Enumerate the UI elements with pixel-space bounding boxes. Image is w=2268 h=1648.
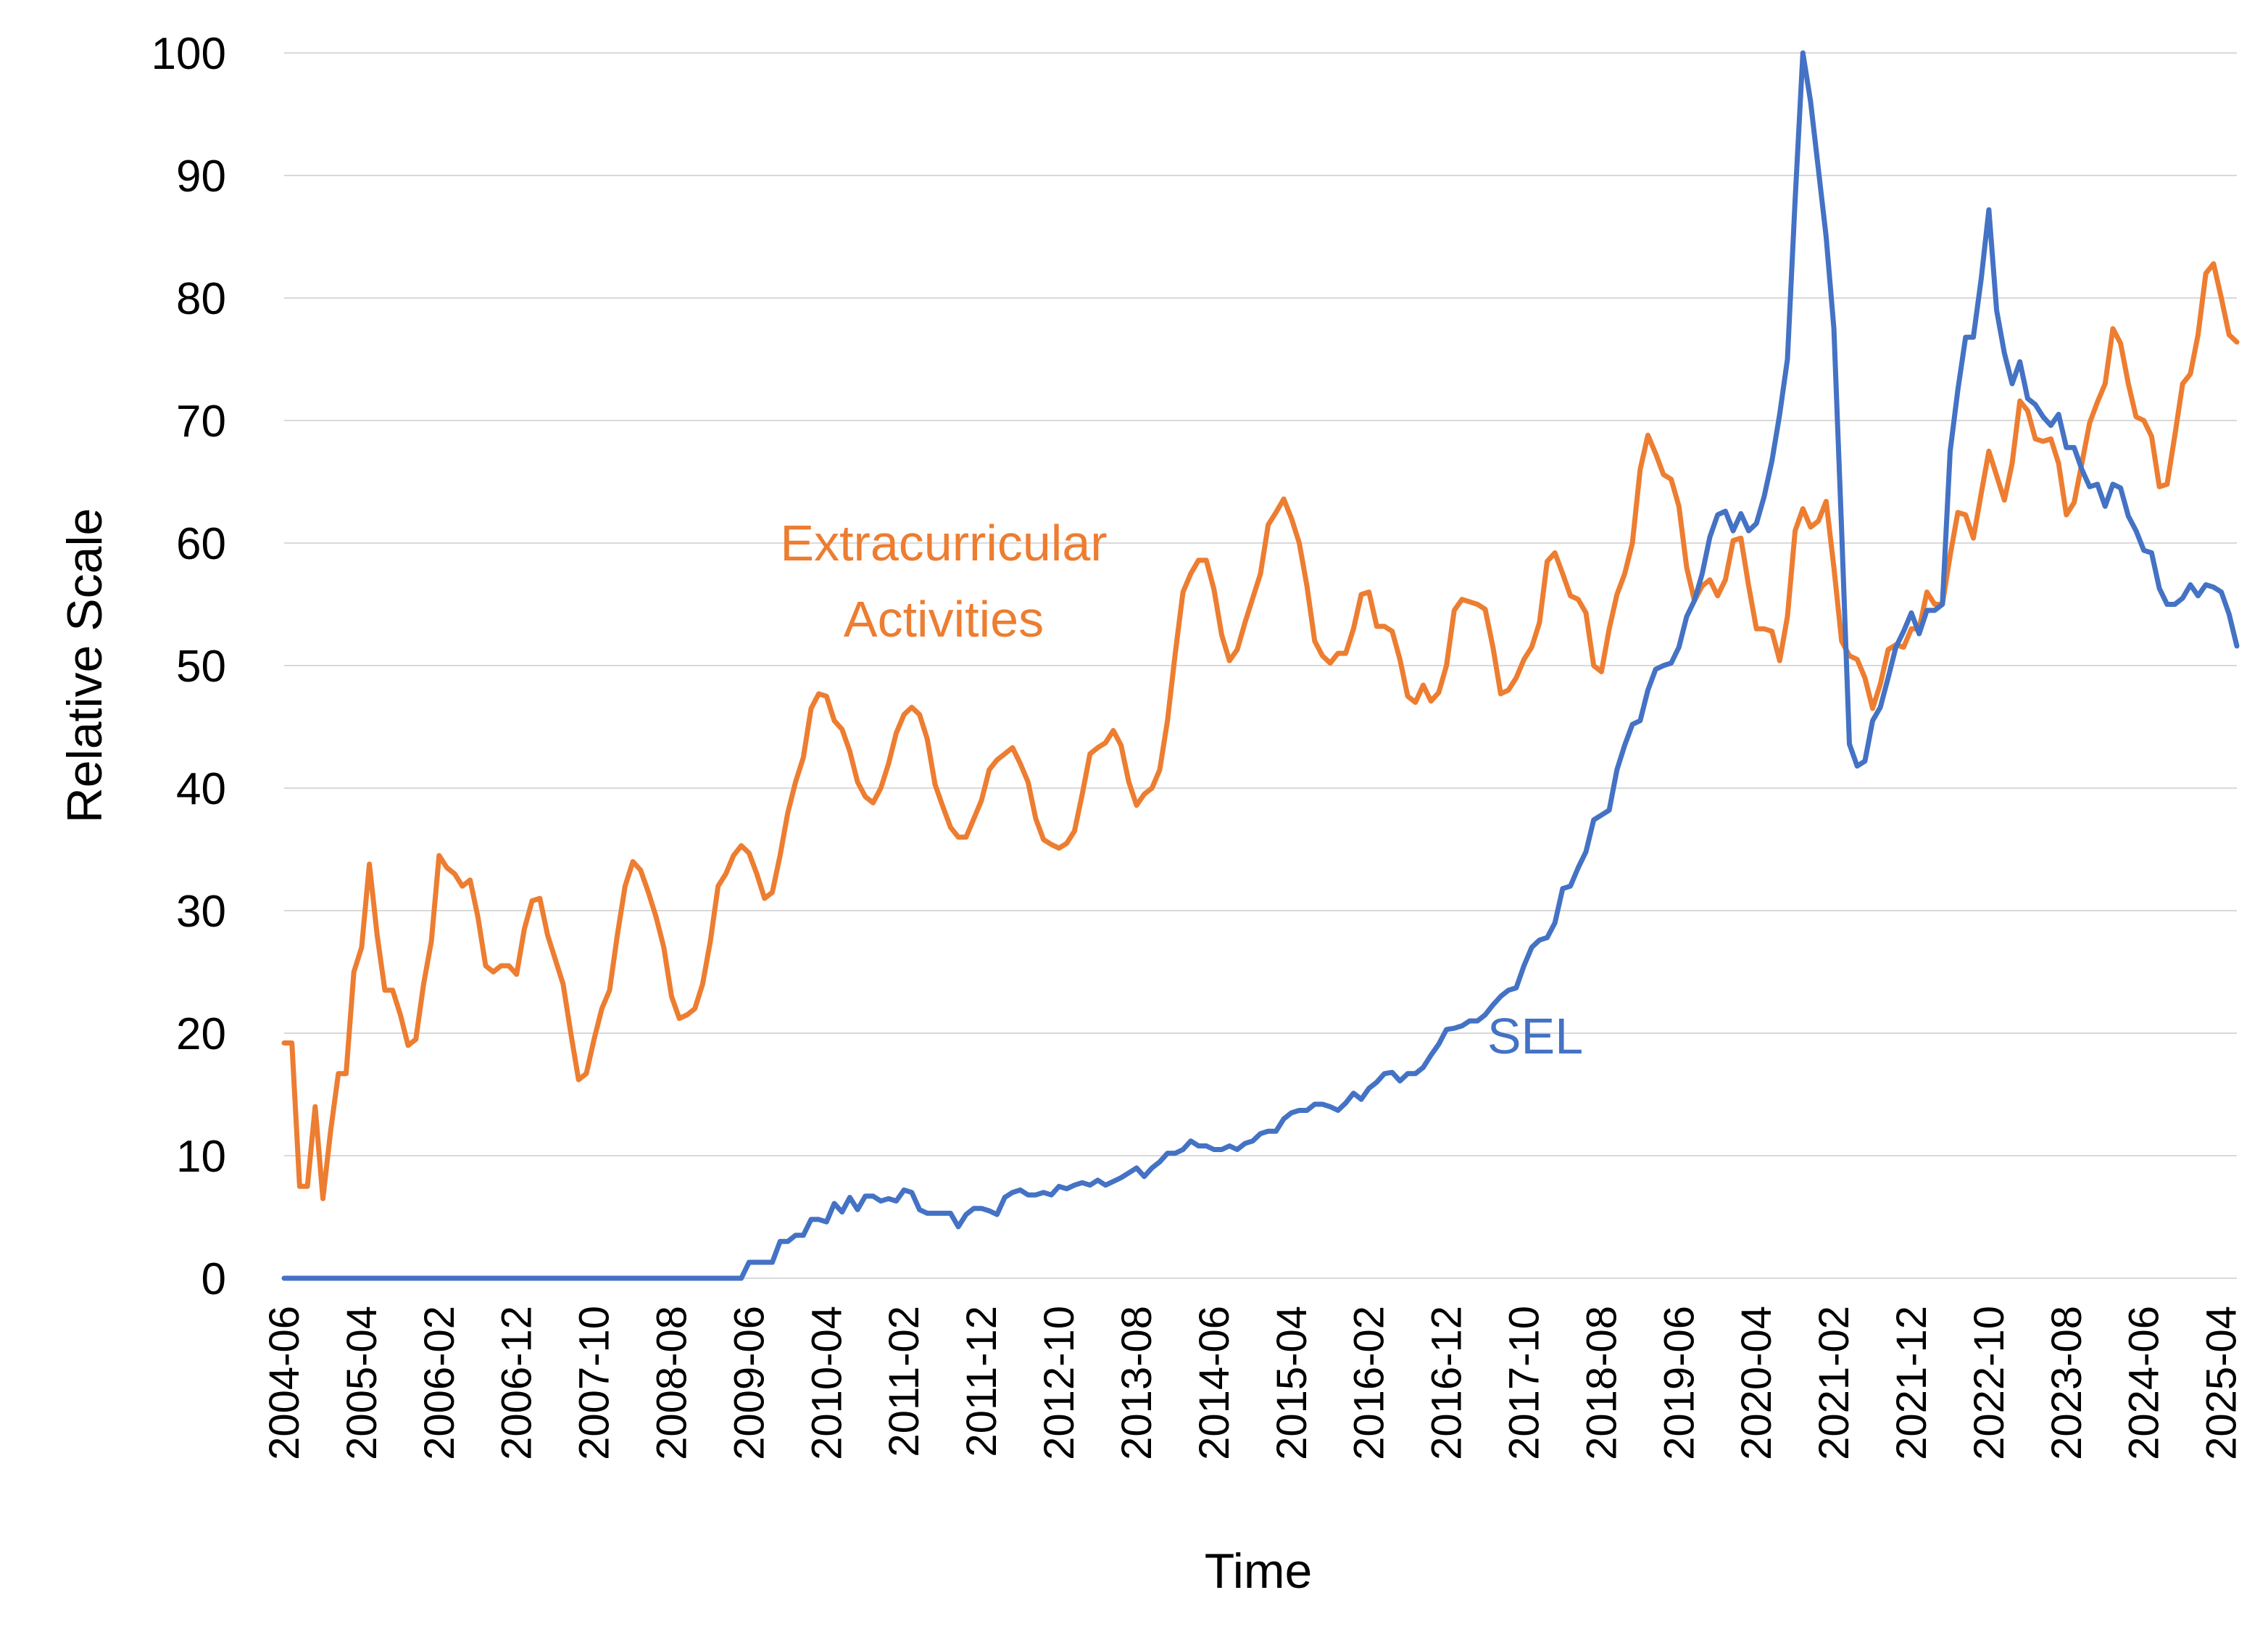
y-axis-ticks: 0 10 20 30 40 50 60 70 80 90 100: [151, 29, 226, 1304]
series-lines: [281, 50, 2240, 1281]
x-tick-label: 2012-10: [1036, 1306, 1083, 1460]
x-tick-label: 2009-06: [726, 1306, 773, 1460]
x-tick-label: 2021-02: [1811, 1306, 1858, 1460]
series-line-sel: [281, 50, 2240, 1281]
x-tick-label: 2016-12: [1424, 1306, 1471, 1460]
y-tick-label: 90: [176, 152, 226, 202]
series-labels: Extracurricular Activities SEL: [780, 515, 1583, 1064]
x-tick-label: 2015-04: [1268, 1306, 1316, 1460]
y-tick-label: 20: [176, 1009, 226, 1059]
x-tick-label: 2025-04: [2198, 1306, 2246, 1460]
x-tick-label: 2007-10: [571, 1306, 618, 1460]
gridlines: [284, 52, 2237, 1156]
series-label: Activities: [844, 591, 1044, 647]
x-tick-label: 2024-06: [2121, 1306, 2168, 1460]
y-tick-label: 70: [176, 397, 226, 447]
y-tick-label: 60: [176, 519, 226, 569]
x-tick-label: 2016-02: [1346, 1306, 1393, 1460]
x-axis-title: Time: [1205, 1544, 1313, 1599]
y-tick-label: 50: [176, 642, 226, 692]
y-tick-label: 10: [176, 1132, 226, 1182]
x-tick-label: 2006-12: [494, 1306, 541, 1460]
x-tick-label: 2020-04: [1733, 1306, 1780, 1460]
x-tick-label: 2017-10: [1500, 1306, 1548, 1460]
y-tick-label: 100: [151, 29, 226, 79]
y-tick-label: 0: [202, 1254, 226, 1304]
series-label: Extracurricular: [780, 515, 1107, 571]
y-tick-label: 30: [176, 887, 226, 937]
x-tick-label: 2011-02: [881, 1306, 928, 1457]
x-tick-label: 2010-04: [803, 1306, 850, 1460]
x-tick-label: 2023-08: [2043, 1306, 2090, 1460]
y-axis-title: Relative Scale: [57, 508, 112, 824]
x-tick-label: 2006-02: [416, 1306, 463, 1460]
series-label: SEL: [1487, 1008, 1583, 1064]
series-line-extracurricular-activities: [281, 261, 2240, 1201]
y-tick-label: 80: [176, 274, 226, 324]
x-tick-label: 2018-08: [1578, 1306, 1625, 1460]
x-tick-label: 2011-12: [958, 1306, 1005, 1457]
x-tick-label: 2022-10: [1966, 1306, 2013, 1460]
x-axis-ticks: 2004-06 2005-04 2006-02 2006-12 2007-10 2008-…: [261, 1306, 2246, 1460]
x-tick-label: 2013-08: [1113, 1306, 1160, 1460]
x-tick-label: 2004-06: [261, 1306, 308, 1460]
x-tick-label: 2021-12: [1888, 1306, 1935, 1460]
x-tick-label: 2014-06: [1191, 1306, 1238, 1460]
y-tick-label: 40: [176, 764, 226, 814]
x-tick-label: 2019-06: [1656, 1306, 1703, 1460]
x-tick-label: 2005-04: [338, 1306, 386, 1460]
x-tick-label: 2008-08: [649, 1306, 696, 1460]
